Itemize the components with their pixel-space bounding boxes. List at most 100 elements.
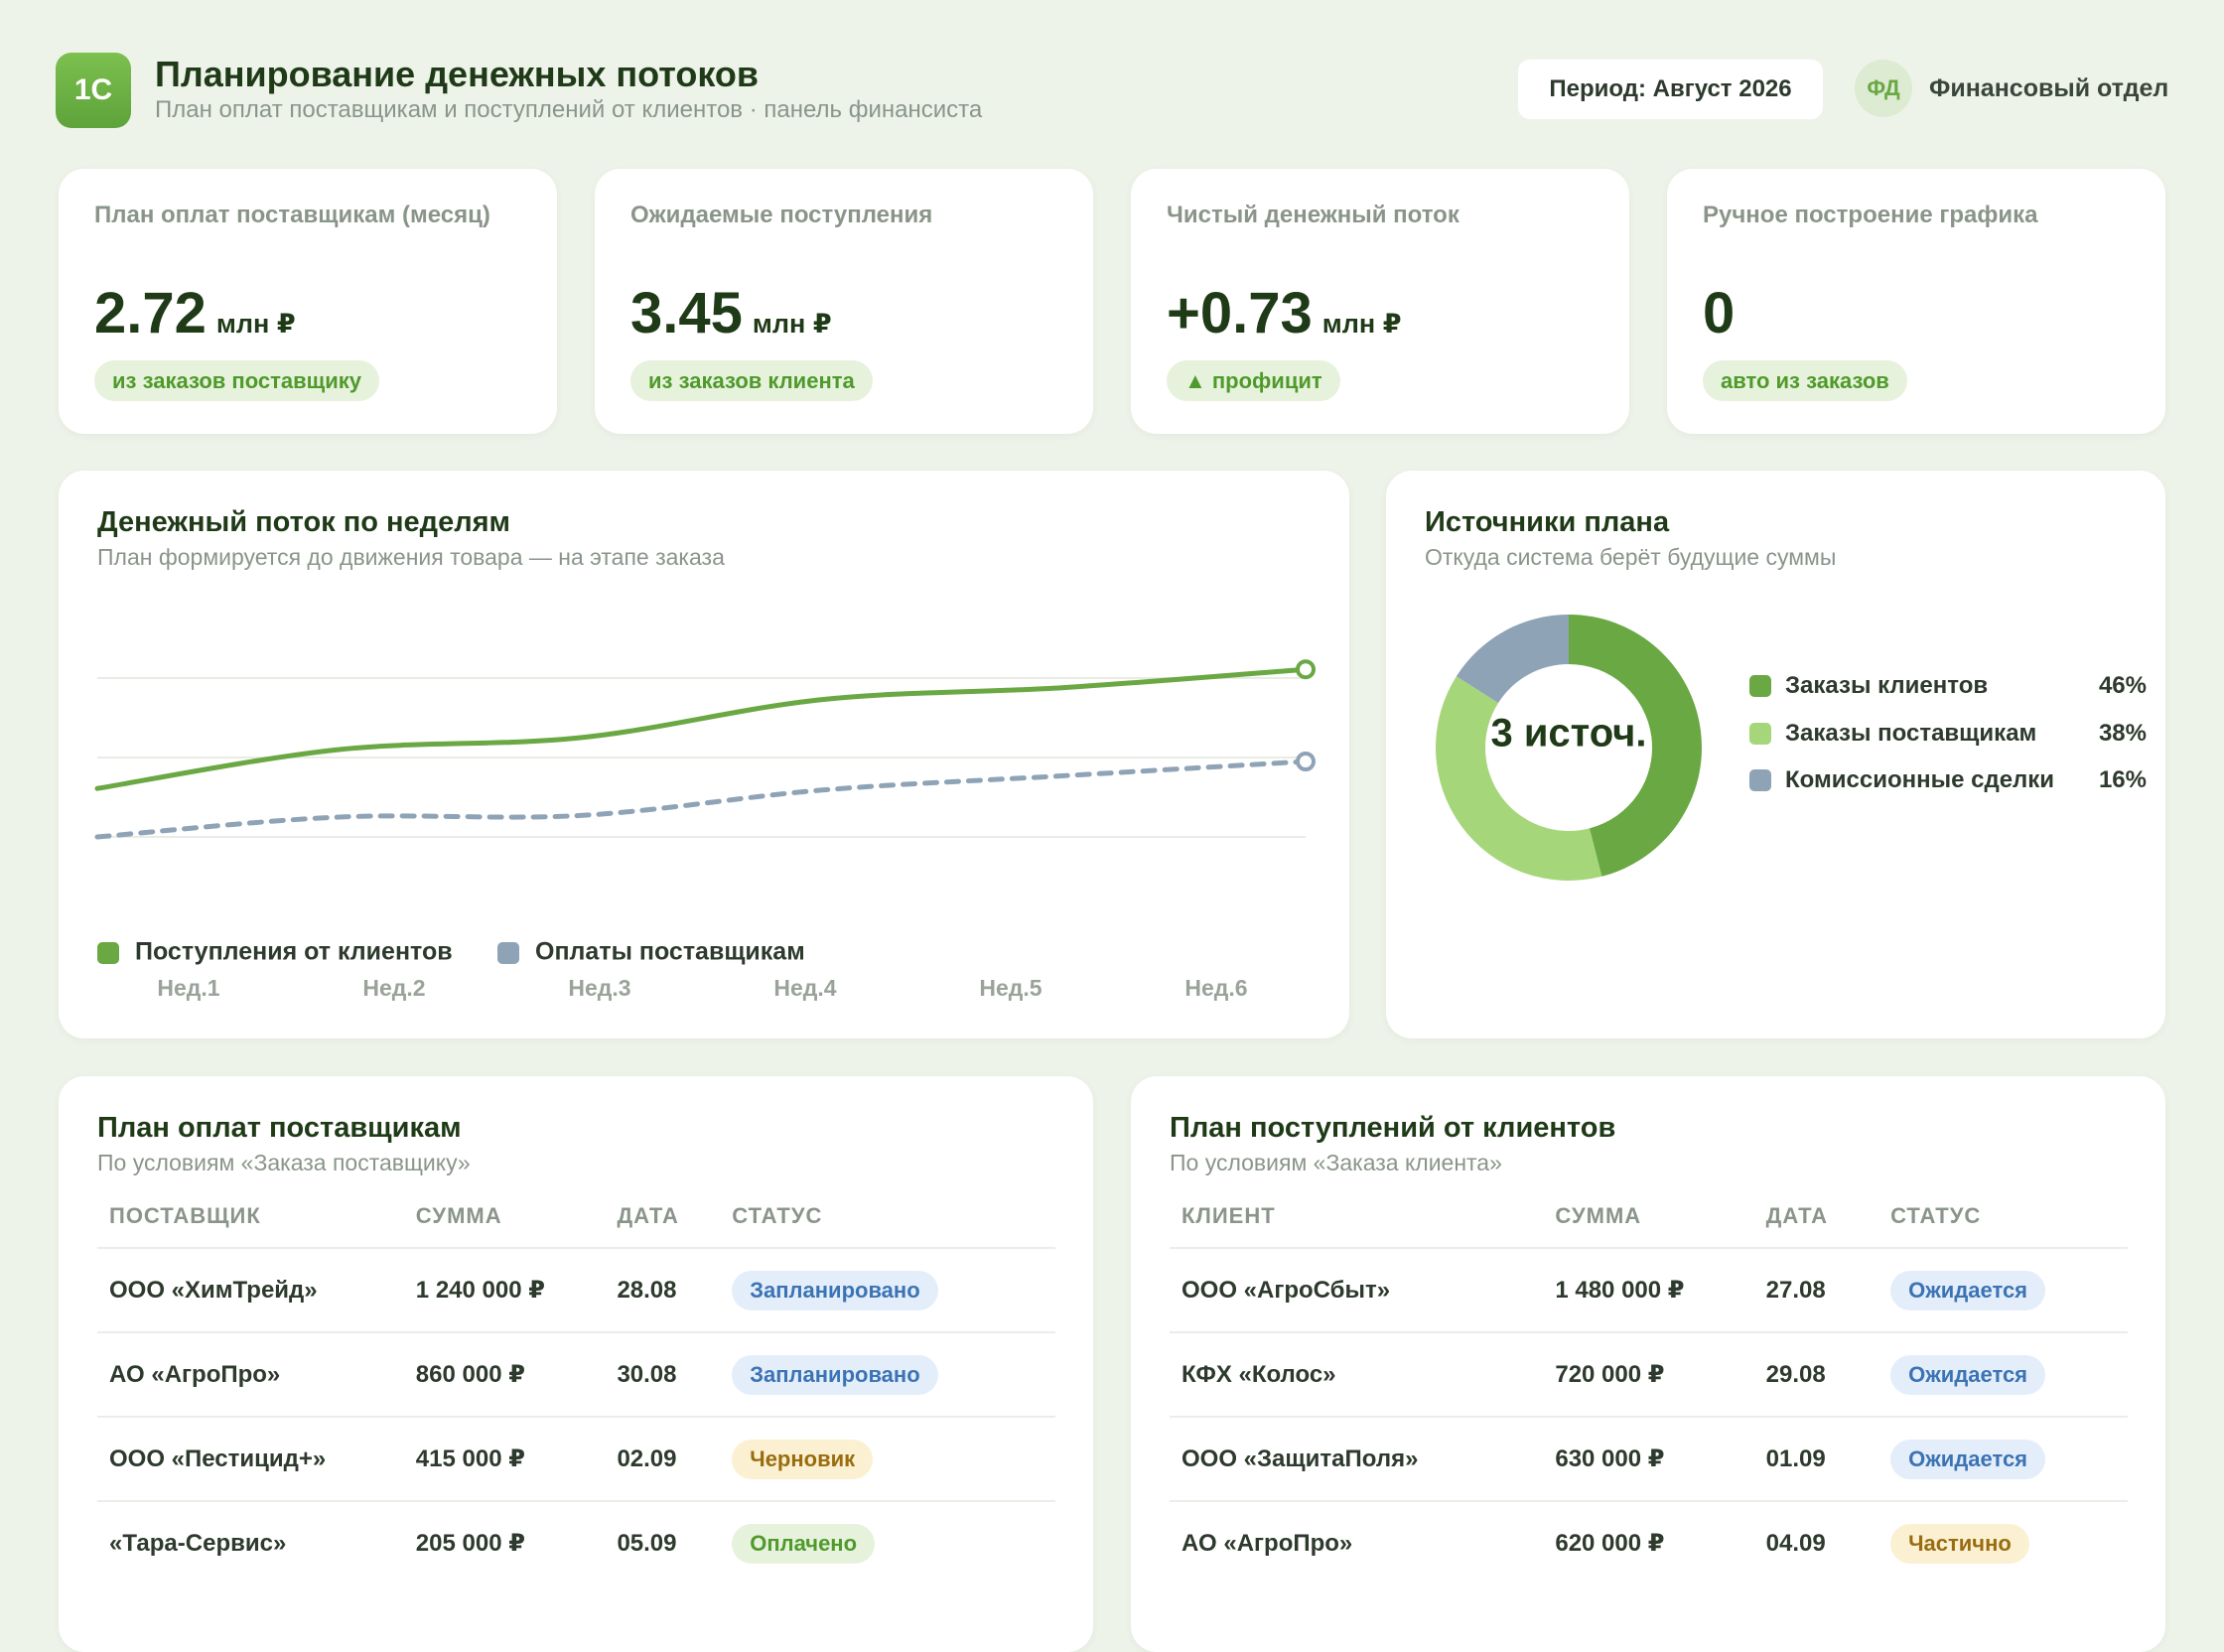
table-cell: 01.09 (1753, 1417, 1879, 1502)
kpi-unit: млн ₽ (1321, 309, 1402, 339)
x-tick-label: Нед.3 (568, 975, 630, 1001)
legend-item: Заказы клиентов 46% (1749, 671, 2147, 701)
table-cell: Черновик (720, 1417, 1055, 1502)
column-header: СУММА (403, 1185, 606, 1249)
legend-swatch (97, 942, 119, 964)
kpi-card: Ожидаемые поступления 3.45 млн ₽ из заказов… (595, 169, 1093, 434)
table-head: ПОСТАВЩИК СУММА ДАТА СТАТУС (97, 1185, 1055, 1249)
table-cell: Ожидается (1878, 1248, 2128, 1333)
table-cell: 630 000 ₽ (1543, 1417, 1754, 1502)
chart-subtitle: План формируется до движения товара — на… (97, 544, 725, 570)
table-cell: КФХ «Колос» (1170, 1332, 1544, 1418)
legend-label: Заказы поставщикам (1785, 720, 2037, 747)
kpi-label: Ожидаемые поступления (630, 202, 933, 228)
table-subtitle: По условиям «Заказа клиента» (1170, 1150, 1502, 1175)
avatar[interactable]: ФД (1855, 60, 1912, 117)
table-row: АО «АгроПро» 860 000 ₽30.08 Запланировано (97, 1332, 1055, 1418)
status-pill: Черновик (732, 1439, 874, 1479)
chart-title: Источники плана (1425, 506, 1670, 538)
legend-item: Заказы поставщикам 38% (1749, 719, 2147, 749)
status-pill: Ожидается (1890, 1270, 2046, 1310)
series-line (94, 758, 1309, 840)
pie-center-label: 3 источ. (1490, 712, 1646, 756)
status-pill: Оплачено (732, 1523, 876, 1564)
data-table: КЛИЕНТ СУММА ДАТА СТАТУС ООО «АгроСбыт» 1 480… (1170, 1185, 2128, 1584)
logo: 1С (56, 53, 131, 128)
legend-swatch (1749, 675, 1771, 697)
end-point (1296, 752, 1316, 771)
period-selector[interactable]: Период: Август 2026 (1518, 60, 1823, 119)
table-head: КЛИЕНТ СУММА ДАТА СТАТУС (1170, 1185, 2128, 1249)
table-body: ООО «АгроСбыт» 1 480 000 ₽27.08 Ожидается К… (1170, 1248, 2128, 1584)
kpi-value-row: 3.45 млн ₽ (630, 280, 832, 346)
legend-label: Заказы клиентов (1785, 672, 1989, 699)
table-cell: ООО «АгроСбыт» (1170, 1248, 1544, 1333)
table-row: АО «АгроПро» 620 000 ₽ 04.09 Частично (1170, 1501, 2128, 1584)
x-tick-label: Нед.1 (157, 975, 219, 1001)
table-title: План поступлений от клиентов (1170, 1112, 1616, 1144)
x-tick-label: Нед.2 (362, 975, 425, 1001)
legend-label: Комиссионные сделки (1785, 766, 2055, 793)
table-subtitle: По условиям «Заказа поставщику» (97, 1150, 471, 1175)
table-cell: ООО «ХимТрейд» (97, 1248, 404, 1333)
table-cell: 30.08 (605, 1332, 721, 1418)
kpi-card: План оплат поставщикам (месяц) 2.72 млн ₽ и… (59, 169, 557, 434)
column-header: КЛИЕНТ (1170, 1185, 1544, 1249)
x-tick-label: Нед.4 (773, 975, 836, 1001)
page-subtitle: План оплат поставщикам и поступлений от … (155, 96, 983, 123)
table-cell: 205 000 ₽ (415, 1530, 525, 1557)
table-cell: АО «АгроПро» (97, 1332, 404, 1418)
legend-swatch (1749, 769, 1771, 791)
table-cell: Ожидается (1878, 1417, 2128, 1502)
column-header: ПОСТАВЩИК (97, 1185, 404, 1249)
table-row: КФХ «Колос» 720 000 ₽29.08 Ожидается (1170, 1332, 2128, 1418)
status-pill: Ожидается (1890, 1439, 2046, 1479)
table-cell: 04.09 (1765, 1529, 1826, 1557)
legend-swatch (1749, 723, 1771, 745)
end-point (1296, 659, 1316, 680)
table-row: «Тара-Сервис» 205 000 ₽ 05.09 Оплачено (97, 1501, 1055, 1584)
status-pill: Частично (1890, 1523, 2029, 1564)
column-header: СТАТУС (720, 1185, 1055, 1249)
table-cell: 29.08 (1753, 1332, 1879, 1418)
page-title: Планирование денежных потоков (155, 54, 760, 94)
series-line (94, 666, 1309, 791)
table-cell: Запланировано (720, 1248, 1055, 1333)
table-card: План поступлений от клиентов По условиям … (1131, 1076, 2165, 1652)
kpi-card: Ручное построение графика 0 авто из заказо… (1667, 169, 2165, 434)
pie-card: Источники плана Откуда система берёт буд… (1386, 471, 2165, 1038)
table-cell: 1 240 000 ₽ (403, 1248, 606, 1333)
table-cell: Оплачено (720, 1501, 1055, 1584)
table-row: ООО «ЗащитаПоля» 630 000 ₽01.09 Ожидается (1170, 1417, 2128, 1502)
table-cell: 02.09 (605, 1417, 721, 1502)
line-card: Денежный поток по неделям План формирует… (59, 471, 1349, 1038)
table-row: ООО «Пестицид+» 415 000 ₽02.09 Черновик (97, 1417, 1055, 1502)
table-row: ООО «ХимТрейд» 1 240 000 ₽28.08 Запланиров… (97, 1248, 1055, 1333)
column-header: СУММА (1543, 1185, 1754, 1249)
user-name: Финансовый отдел (1929, 74, 2169, 102)
table-cell: 415 000 ₽ (403, 1417, 606, 1502)
status-pill: Ожидается (1890, 1354, 2046, 1395)
table-cell: 05.09 (617, 1529, 677, 1557)
legend-label: Поступления от клиентов (135, 938, 453, 966)
kpi-label: Ручное построение графика (1703, 202, 2038, 228)
table-cell: Частично (1878, 1501, 2128, 1584)
table-body: ООО «ХимТрейд» 1 240 000 ₽28.08 Запланиров… (97, 1248, 1055, 1584)
table-cell: Запланировано (720, 1332, 1055, 1418)
column-header: ДАТА (605, 1185, 721, 1249)
status-pill: Запланировано (732, 1270, 938, 1310)
kpi-value: 3.45 (630, 281, 743, 345)
pie-slice (1569, 615, 1702, 877)
table-cell: ООО «ЗащитаПоля» (1170, 1417, 1544, 1502)
data-table: ПОСТАВЩИК СУММА ДАТА СТАТУС ООО «ХимТрейд» 1 … (97, 1185, 1055, 1584)
column-header: СТАТУС (1878, 1185, 2128, 1249)
legend-value: 38% (2098, 720, 2147, 747)
line-chart: Поступления от клиентов Оплаты поставщика… (94, 659, 1316, 1001)
legend-value: 16% (2098, 766, 2147, 793)
table-title: План оплат поставщикам (97, 1112, 462, 1144)
status-pill: Запланировано (732, 1354, 938, 1395)
table-cell: ООО «Пестицид+» (97, 1417, 404, 1502)
kpi-unit: млн ₽ (752, 309, 832, 339)
table-cell: 1 480 000 ₽ (1543, 1248, 1754, 1333)
table-cell: АО «АгроПро» (1182, 1529, 1353, 1557)
